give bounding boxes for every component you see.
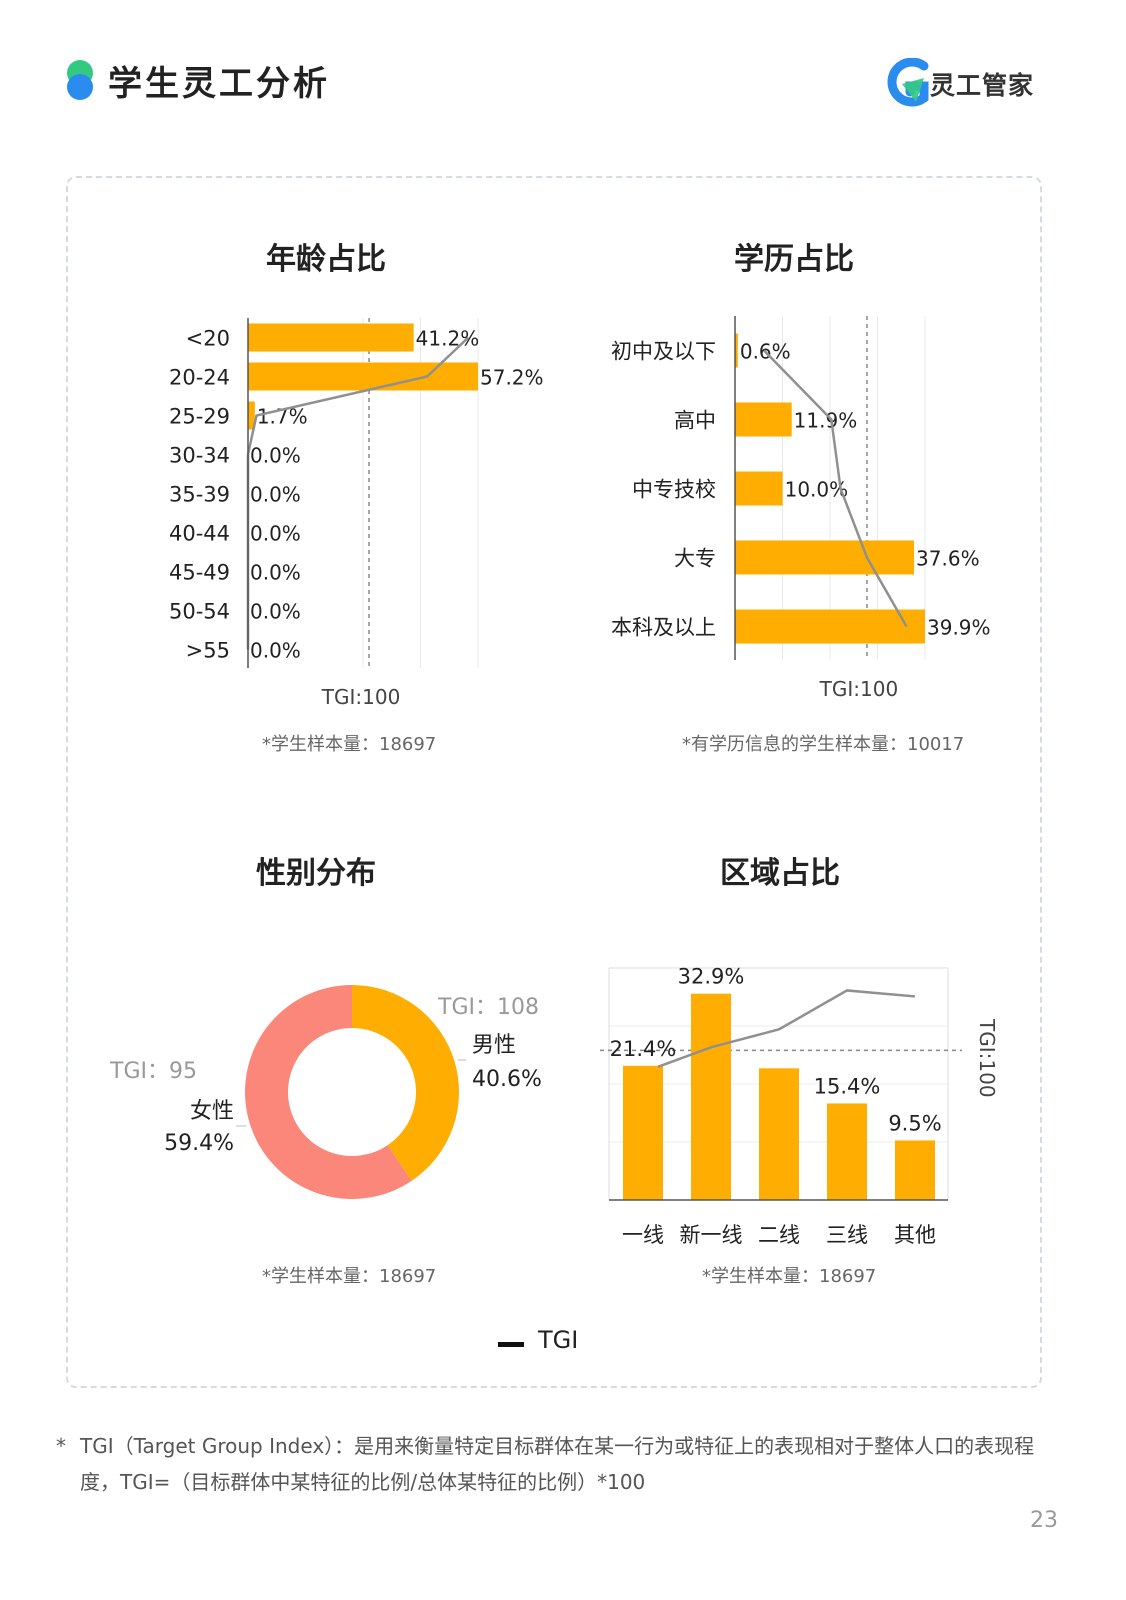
education-value-label: 37.6% <box>916 547 980 571</box>
age-sample-note: *学生样本量：18697 <box>262 734 437 755</box>
education-tgi-line <box>763 349 908 628</box>
region-category-label: 二线 <box>758 1223 800 1247</box>
region-bar <box>759 1068 799 1200</box>
region-bar <box>623 1065 663 1200</box>
age-category-label: 35-39 <box>169 483 230 507</box>
region-category-label: 其他 <box>894 1223 936 1247</box>
age-category-label: >55 <box>186 639 230 663</box>
charts-panel <box>66 176 1042 1388</box>
education-value-label: 39.9% <box>927 616 991 640</box>
age-category-label: 25-29 <box>169 405 230 429</box>
page-header: 学生灵工分析 灵工管家 <box>0 0 1126 140</box>
brand-name: 灵工管家 <box>930 71 1035 100</box>
region-value-label: 32.9% <box>678 965 745 989</box>
region-value-label: 15.4% <box>814 1074 881 1098</box>
age-category-label: 50-54 <box>169 600 230 624</box>
education-category-label: 高中 <box>674 409 716 433</box>
age-bar <box>248 323 414 352</box>
male-value-label: 40.6% <box>472 1067 542 1092</box>
female-value-label: 59.4% <box>164 1131 234 1156</box>
education-category-label: 本科及以上 <box>611 616 716 640</box>
age-category-label: 45-49 <box>169 561 230 585</box>
education-category-label: 初中及以下 <box>611 340 716 364</box>
gender-slice-male <box>352 985 459 1181</box>
education-bar <box>735 540 915 575</box>
education-tgi-reference-label: TGI:100 <box>819 677 899 701</box>
region-value-label: 9.5% <box>888 1111 941 1135</box>
age-tgi-reference-label: TGI:100 <box>321 685 401 709</box>
region-category-label: 新一线 <box>680 1223 743 1247</box>
education-category-label: 大专 <box>674 547 716 571</box>
age-value-label: 0.0% <box>250 561 301 585</box>
age-value-label: 0.0% <box>250 444 301 468</box>
title-marker-icon <box>66 60 94 102</box>
education-value-label: 10.0% <box>785 478 849 502</box>
age-chart-title: 年龄占比 <box>266 242 386 277</box>
education-bar <box>735 333 738 368</box>
age-value-label: 0.0% <box>250 600 301 624</box>
brand-logo-icon <box>887 58 929 107</box>
age-value-label: 41.2% <box>416 327 480 351</box>
education-chart-title: 学历占比 <box>734 242 854 277</box>
male-tgi-label: TGI：108 <box>437 995 539 1020</box>
page-number: 23 <box>1030 1508 1058 1533</box>
region-sample-note: *学生样本量：18697 <box>702 1266 877 1287</box>
education-bar <box>735 402 792 437</box>
age-bar <box>248 401 255 430</box>
age-value-label: 57.2% <box>480 366 544 390</box>
female-tgi-label: TGI：95 <box>109 1059 197 1084</box>
female-label: 女性 <box>190 1099 234 1124</box>
education-bar <box>735 471 783 506</box>
gender-slice-female <box>244 985 412 1199</box>
region-tgi-line <box>657 989 916 1068</box>
region-value-label: 21.4% <box>610 1037 677 1061</box>
education-sample-note: *有学历信息的学生样本量：10017 <box>682 734 965 755</box>
age-value-label: 1.7% <box>257 405 308 429</box>
age-category-label: 30-34 <box>169 444 230 468</box>
gender-chart-title: 性别分布 <box>256 856 376 891</box>
tgi-legend-swatch <box>498 1342 524 1347</box>
tgi-legend-label: TGI <box>538 1326 579 1354</box>
region-bar <box>691 993 731 1200</box>
footnote-text: TGI（Target Group Index）：是用来衡量特定目标群体在某一行为… <box>80 1434 1035 1494</box>
region-bar <box>895 1140 935 1200</box>
region-chart-title: 区域占比 <box>720 856 840 891</box>
age-bar <box>248 362 478 391</box>
age-category-label: 40-44 <box>169 522 230 546</box>
age-value-label: 0.0% <box>250 483 301 507</box>
region-bar <box>827 1103 867 1200</box>
gender-sample-note: *学生样本量：18697 <box>262 1266 437 1287</box>
male-label: 男性 <box>472 1033 516 1058</box>
age-category-label: 20-24 <box>169 366 230 390</box>
age-value-label: 0.0% <box>250 639 301 663</box>
education-category-label: 中专技校 <box>632 478 716 502</box>
age-value-label: 0.0% <box>250 522 301 546</box>
region-tgi-reference-label: TGI:100 <box>975 1018 999 1098</box>
region-category-label: 三线 <box>826 1223 868 1247</box>
education-bar <box>735 609 925 644</box>
age-category-label: <20 <box>186 327 230 351</box>
region-category-label: 一线 <box>622 1223 664 1247</box>
page-title: 学生灵工分析 <box>108 64 330 104</box>
